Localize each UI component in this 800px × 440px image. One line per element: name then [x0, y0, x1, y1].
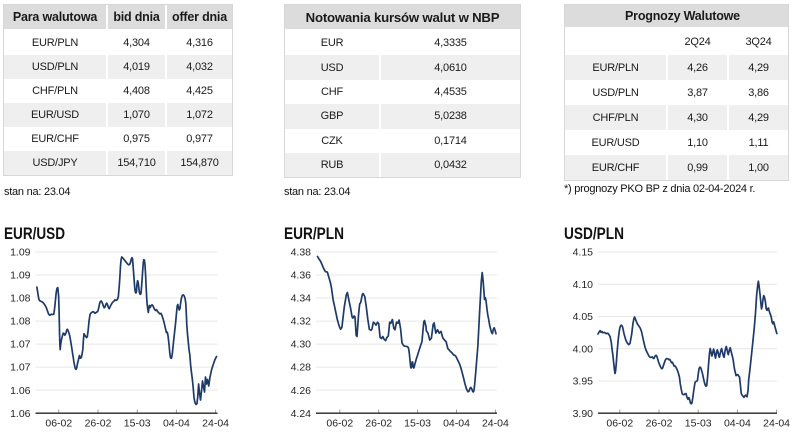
svg-text:15-03: 15-03	[124, 418, 151, 430]
svg-text:EUR/PLN: EUR/PLN	[284, 225, 344, 243]
svg-text:1.06: 1.06	[10, 385, 31, 397]
svg-text:24-04: 24-04	[482, 418, 509, 430]
svg-text:4.15: 4.15	[573, 247, 594, 259]
svg-text:26-02: 26-02	[365, 418, 392, 430]
svg-text:1.07: 1.07	[10, 362, 31, 374]
svg-text:06-02: 06-02	[326, 418, 353, 430]
svg-text:1.08: 1.08	[10, 316, 31, 328]
svg-text:06-02: 06-02	[45, 418, 72, 430]
svg-text:4.24: 4.24	[291, 408, 312, 420]
svg-text:15-03: 15-03	[685, 418, 712, 430]
svg-text:3.90: 3.90	[573, 408, 594, 420]
svg-text:15-03: 15-03	[404, 418, 431, 430]
svg-text:26-02: 26-02	[85, 418, 112, 430]
svg-text:4.28: 4.28	[291, 362, 312, 374]
svg-text:04-04: 04-04	[724, 418, 751, 430]
svg-text:1.06: 1.06	[10, 408, 31, 420]
svg-text:4.26: 4.26	[291, 385, 312, 397]
svg-text:4.36: 4.36	[291, 270, 312, 282]
svg-text:24-04: 24-04	[202, 418, 229, 430]
svg-text:1.09: 1.09	[10, 270, 31, 282]
svg-text:1.08: 1.08	[10, 293, 31, 305]
svg-text:26-02: 26-02	[646, 418, 673, 430]
svg-text:4.00: 4.00	[573, 343, 594, 355]
svg-text:24-04: 24-04	[763, 418, 790, 430]
svg-text:EUR/USD: EUR/USD	[4, 225, 65, 243]
svg-text:3.95: 3.95	[573, 376, 594, 388]
svg-text:4.10: 4.10	[573, 279, 594, 291]
svg-text:04-04: 04-04	[443, 418, 470, 430]
svg-text:4.32: 4.32	[291, 316, 312, 328]
svg-text:4.38: 4.38	[291, 247, 312, 259]
svg-text:04-04: 04-04	[163, 418, 190, 430]
svg-text:USD/PLN: USD/PLN	[564, 225, 624, 243]
svg-text:4.34: 4.34	[291, 293, 312, 305]
svg-text:1.09: 1.09	[10, 247, 31, 259]
svg-text:4.30: 4.30	[291, 339, 312, 351]
svg-text:06-02: 06-02	[606, 418, 633, 430]
svg-text:1.07: 1.07	[10, 339, 31, 351]
svg-text:4.05: 4.05	[573, 311, 594, 323]
